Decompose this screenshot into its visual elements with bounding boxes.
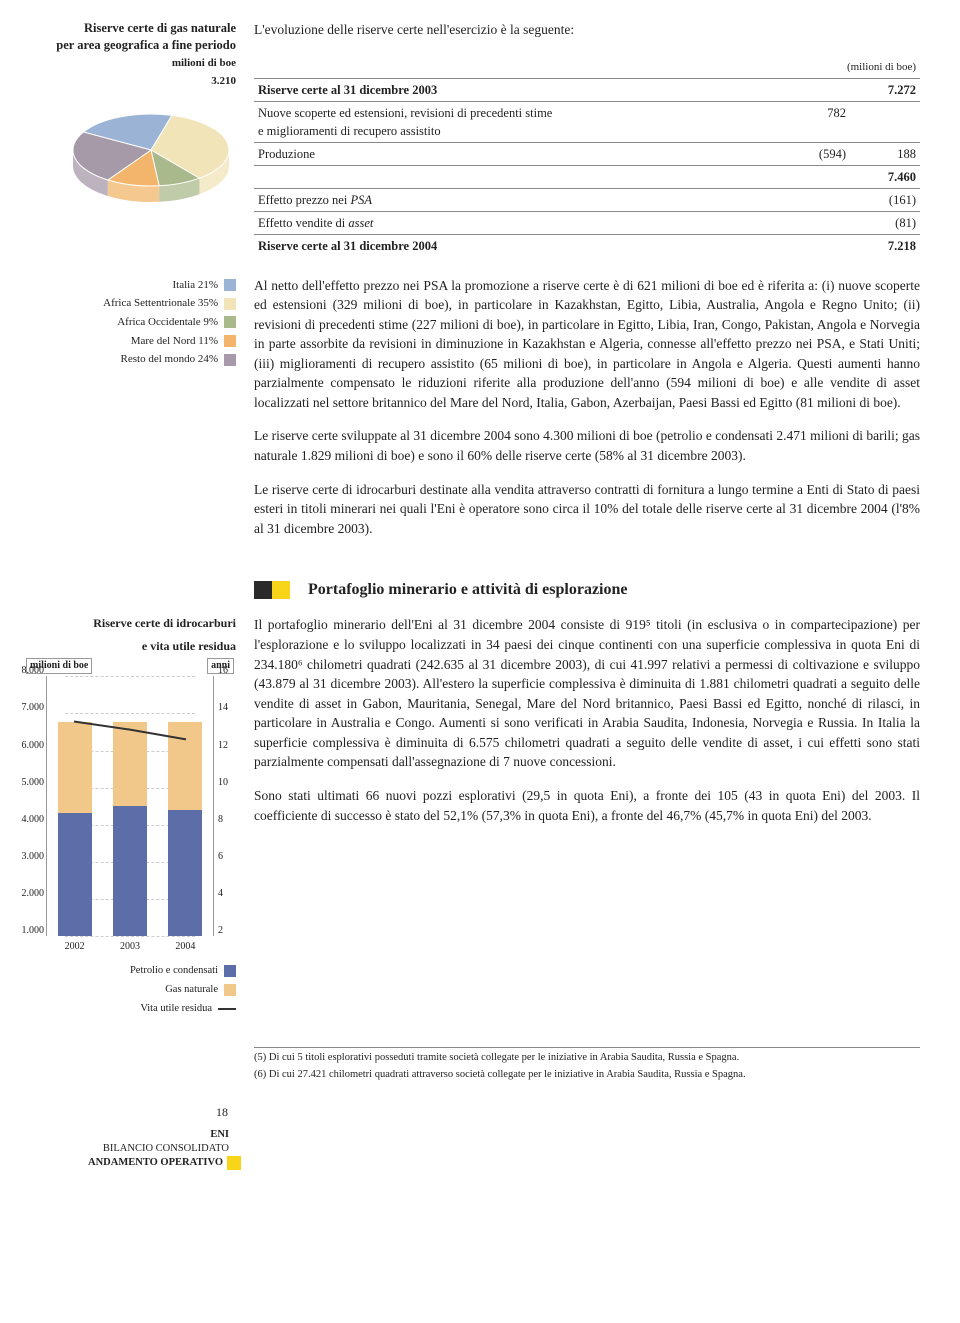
bar-xlabel: 2002 xyxy=(58,940,92,955)
table-col2: 7.272 xyxy=(850,78,920,101)
table-unit: (milioni di boe) xyxy=(254,58,920,78)
bar: 2004 xyxy=(168,722,202,937)
pie-legend-item: Africa Occidentale 9% xyxy=(24,313,236,332)
pie-legend-item: Mare del Nord 11% xyxy=(24,332,236,351)
table-col1 xyxy=(780,78,850,101)
table-col1 xyxy=(780,189,850,212)
pie-sidebar: Riserve certe di gas naturale per area g… xyxy=(24,20,254,258)
pie-legend-item: Resto del mondo 24% xyxy=(24,350,236,369)
table-col2: 7.218 xyxy=(850,235,920,258)
section2-p1: Il portafoglio minerario dell'Eni al 31 … xyxy=(254,615,920,772)
pie-title-l2: per area geografica a fine periodo xyxy=(24,37,236,54)
footer-brand: ENI xyxy=(24,1128,229,1142)
bar-legend: Petrolio e condensati Gas naturale Vita … xyxy=(24,962,236,1019)
table-col1 xyxy=(780,212,850,235)
pie-sub-2: 3.210 xyxy=(24,74,236,90)
pie-legend: Italia 21%Africa Settentrionale 35%Afric… xyxy=(24,276,236,369)
table-col1 xyxy=(780,235,850,258)
table-label xyxy=(254,166,780,189)
barchart-title-l2: e vita utile residua xyxy=(24,638,236,654)
barchart-title-l1: Riserve certe di idrocarburi xyxy=(24,615,236,631)
footnote-6: (6) Di cui 27.421 chilometri quadrati at… xyxy=(254,1065,920,1082)
intro-line: L'evoluzione delle riserve certe nell'es… xyxy=(254,20,920,40)
bar: 2002 xyxy=(58,722,92,937)
table-col1 xyxy=(780,166,850,189)
footnote-5: (5) Di cui 5 titoli esplorativi possedut… xyxy=(254,1047,920,1065)
section2-p2: Sono stati ultimati 66 nuovi pozzi esplo… xyxy=(254,786,920,825)
bar: 2003 xyxy=(113,722,147,937)
table-label: Effetto vendite di asset xyxy=(254,212,780,235)
bar-xlabel: 2003 xyxy=(113,940,147,955)
footer-doc: BILANCIO CONSOLIDATO xyxy=(24,1142,229,1156)
body-p2: Le riserve certe sviluppate al 31 dicemb… xyxy=(254,426,920,465)
footer-section: ANDAMENTO OPERATIVO xyxy=(88,1156,223,1170)
pie-title-l1: Riserve certe di gas naturale xyxy=(24,20,236,37)
pie-chart xyxy=(66,100,236,210)
table-col2 xyxy=(850,101,920,142)
table-col2: (81) xyxy=(850,212,920,235)
bar-xlabel: 2004 xyxy=(168,940,202,955)
bar-chart: 8.0007.0006.0005.0004.0003.0002.0001.000… xyxy=(24,676,236,936)
table-col1: 782 xyxy=(780,101,850,142)
table-col2: 7.460 xyxy=(850,166,920,189)
table-label: Effetto prezzo nei PSA xyxy=(254,189,780,212)
page-number: 18 xyxy=(216,1104,920,1121)
table-label: Riserve certe al 31 dicembre 2004 xyxy=(254,235,780,258)
footnotes: (5) Di cui 5 titoli esplorativi possedut… xyxy=(254,1047,920,1082)
table-label: Produzione xyxy=(254,142,780,165)
pie-legend-item: Africa Settentrionale 35% xyxy=(24,294,236,313)
section-header: Portafoglio minerario e attività di espl… xyxy=(254,578,920,601)
reserves-table: (milioni di boe) Riserve certe al 31 dic… xyxy=(254,58,920,258)
table-label: Riserve certe al 31 dicembre 2003 xyxy=(254,78,780,101)
page-footer: 18 ENI BILANCIO CONSOLIDATO ANDAMENTO OP… xyxy=(24,1104,920,1170)
body-p1: Al netto dell'effetto prezzo nei PSA la … xyxy=(254,276,920,413)
section-title: Portafoglio minerario e attività di espl… xyxy=(308,578,627,601)
body-p3: Le riserve certe di idrocarburi destinat… xyxy=(254,480,920,539)
table-col2: (161) xyxy=(850,189,920,212)
table-col1: (594) xyxy=(780,142,850,165)
pie-sub-1: milioni di boe xyxy=(24,56,236,72)
header-blocks-icon xyxy=(254,581,290,599)
pie-legend-item: Italia 21% xyxy=(24,276,236,295)
table-col2: 188 xyxy=(850,142,920,165)
table-label: Nuove scoperte ed estensioni, revisioni … xyxy=(254,101,780,142)
